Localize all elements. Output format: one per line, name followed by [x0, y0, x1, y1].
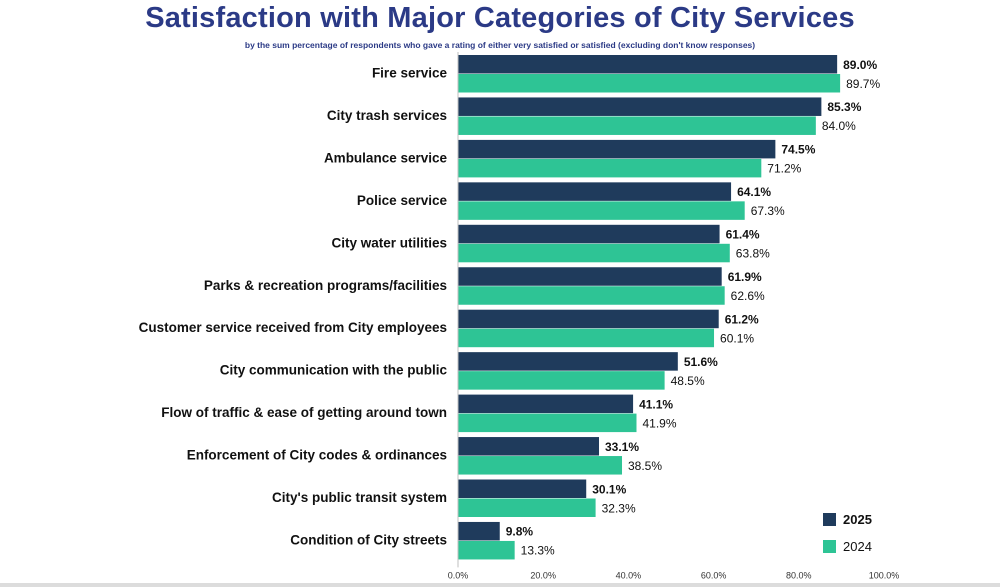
bar-2025: [458, 97, 822, 116]
bar-2024: [458, 201, 745, 220]
category-label: City's public transit system: [272, 490, 447, 505]
data-label-2025: 9.8%: [506, 525, 534, 539]
legend-label-2024: 2024: [843, 539, 872, 554]
data-label-2025: 85.3%: [827, 100, 861, 114]
bar-2025: [458, 267, 722, 286]
x-tick-label: 40.0%: [616, 570, 642, 580]
chart-title: Satisfaction with Major Categories of Ci…: [145, 2, 855, 34]
bottom-divider: [0, 583, 1000, 587]
category-label: City trash services: [327, 108, 447, 123]
data-label-2025: 61.9%: [728, 270, 762, 284]
bar-2024: [458, 413, 637, 433]
bar-2024: [458, 540, 515, 560]
bar-2025: [458, 479, 587, 498]
category-label: City communication with the public: [220, 363, 448, 378]
category-label: Fire service: [372, 66, 448, 81]
bar-2025: [458, 224, 720, 244]
data-label-2024: 62.6%: [731, 289, 765, 303]
data-label-2024: 41.9%: [642, 416, 676, 430]
x-tick-label: 20.0%: [530, 570, 556, 580]
data-label-2024: 63.8%: [736, 247, 770, 261]
category-label: City water utilities: [331, 235, 447, 250]
bar-2024: [458, 456, 623, 475]
bar-2025: [458, 309, 719, 329]
data-label-2025: 74.5%: [781, 143, 815, 157]
bar-2025: [458, 437, 600, 456]
data-label-2025: 33.1%: [605, 440, 639, 454]
data-label-2024: 48.5%: [671, 374, 705, 388]
bar-2024: [458, 371, 665, 390]
data-label-2025: 51.6%: [684, 355, 718, 369]
data-label-2024: 13.3%: [521, 544, 555, 558]
bar-2024: [458, 286, 725, 305]
bar-2025: [458, 182, 732, 201]
category-label: Parks & recreation programs/facilities: [204, 278, 447, 293]
data-label-2025: 64.1%: [737, 185, 771, 199]
bar-2024: [458, 328, 715, 348]
category-label: Enforcement of City codes & ordinances: [187, 448, 447, 463]
bar-2024: [458, 158, 762, 178]
data-label-2025: 41.1%: [639, 397, 673, 411]
category-label: Police service: [357, 193, 448, 208]
bar-2025: [458, 139, 776, 159]
data-label-2024: 38.5%: [628, 459, 662, 473]
data-label-2024: 60.1%: [720, 331, 754, 345]
bar-2024: [458, 74, 841, 93]
data-label-2024: 84.0%: [822, 119, 856, 133]
legend-label-2025: 2025: [843, 512, 872, 527]
data-label-2024: 32.3%: [602, 501, 636, 515]
data-label-2025: 61.4%: [726, 228, 760, 242]
bar-2024: [458, 498, 596, 517]
x-tick-label: 100.0%: [869, 570, 900, 580]
category-label: Flow of traffic & ease of getting around…: [161, 405, 447, 420]
data-label-2025: 89.0%: [843, 58, 877, 72]
chart-subtitle: by the sum percentage of respondents who…: [244, 40, 756, 50]
legend-swatch-2024: [823, 540, 836, 553]
data-label-2024: 67.3%: [751, 204, 785, 218]
data-label-2024: 89.7%: [846, 77, 880, 91]
x-tick-label: 60.0%: [701, 570, 727, 580]
category-label: Ambulance service: [324, 150, 448, 165]
data-label-2025: 30.1%: [592, 482, 626, 496]
category-label: Customer service received from City empl…: [139, 320, 447, 335]
x-tick-label: 0.0%: [448, 570, 469, 580]
bar-2024: [458, 116, 816, 135]
category-label: Condition of City streets: [290, 532, 447, 547]
bar-2025: [458, 352, 678, 371]
data-label-2025: 61.2%: [725, 312, 759, 326]
x-tick-label: 80.0%: [786, 570, 812, 580]
bar-2024: [458, 243, 730, 263]
bar-2025: [458, 55, 838, 74]
bar-2025: [458, 394, 634, 414]
data-label-2024: 71.2%: [767, 162, 801, 176]
bar-2025: [458, 521, 500, 541]
legend-swatch-2025: [823, 513, 836, 526]
